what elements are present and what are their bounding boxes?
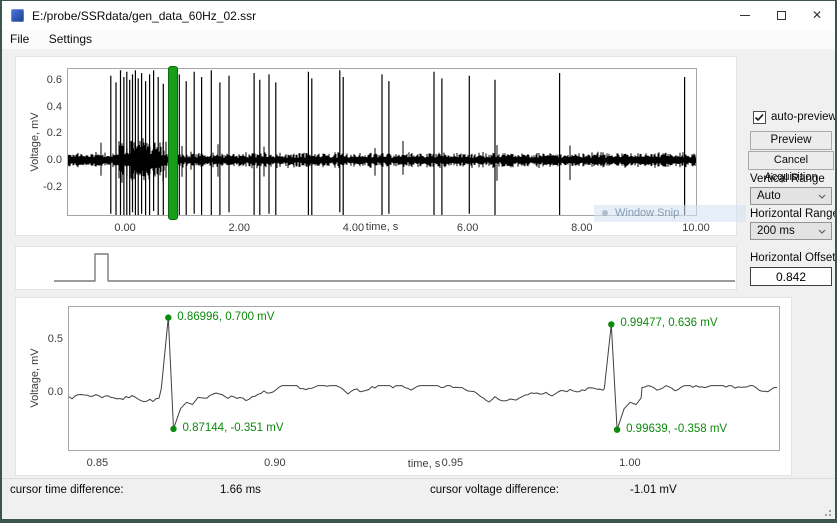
axis-tick-label: 10.00	[676, 222, 716, 235]
axis-tick-label: 0.4	[24, 101, 62, 114]
minimize-button[interactable]	[727, 1, 763, 30]
axis-tick-label: 6.00	[448, 222, 488, 235]
zoom-plot-panel: Voltage, mV time, s 0.850.900.951.000.50…	[15, 297, 792, 476]
axis-tick-label: 0.85	[77, 457, 117, 470]
horizontal-offset-label: Horizontal Offset	[750, 252, 835, 264]
cursor-point-marker[interactable]	[614, 427, 620, 433]
maximize-icon	[777, 11, 786, 20]
horizontal-range-select[interactable]: 200 ms	[750, 222, 832, 240]
resize-grip[interactable]	[821, 506, 832, 517]
axis-tick-label: 2.00	[219, 222, 259, 235]
axis-tick-label: -0.2	[24, 181, 62, 194]
vertical-range-value: Auto	[757, 190, 781, 202]
horizontal-offset-input[interactable]	[750, 267, 832, 286]
axis-tick-label: 8.00	[562, 222, 602, 235]
status-divider	[2, 478, 835, 479]
window-snip-watermark: Window Snip	[594, 205, 746, 222]
snip-dot-icon	[602, 210, 608, 216]
axis-tick-label: 0.95	[432, 457, 472, 470]
axis-tick-label: 0.00	[105, 222, 145, 235]
menu-bar: File Settings	[2, 30, 835, 49]
cursor-point-marker[interactable]	[170, 426, 176, 432]
vertical-range-select[interactable]: Auto	[750, 187, 832, 205]
zoom-trace	[69, 318, 777, 430]
cursor-annotation: 0.86996, 0.700 mV	[177, 310, 274, 325]
axis-tick-label: 0.0	[25, 386, 63, 399]
close-button[interactable]: ✕	[799, 1, 835, 30]
stimulus-waveform	[54, 254, 735, 281]
window-titlebar[interactable]: E:/probe/SSRdata/gen_data_60Hz_02.ssr ✕	[2, 1, 835, 30]
axis-tick-label: 1.00	[610, 457, 650, 470]
axis-tick-label: 0.5	[25, 333, 63, 346]
app-window: E:/probe/SSRdata/gen_data_60Hz_02.ssr ✕ …	[0, 0, 837, 523]
menu-item-file[interactable]: File	[2, 30, 37, 46]
stimulus-plot-panel[interactable]	[15, 246, 737, 290]
cursor-voltage-diff-value: -1.01 mV	[630, 484, 677, 496]
cursor-voltage-diff-label: cursor voltage difference:	[430, 484, 559, 496]
cursor-time-diff-label: cursor time difference:	[10, 484, 124, 496]
axis-tick-label: 0.2	[24, 127, 62, 140]
cursor-time-diff-value: 1.66 ms	[220, 484, 261, 496]
cursor-annotation: 0.99477, 0.636 mV	[620, 316, 717, 331]
axis-tick-label: 0.90	[255, 457, 295, 470]
preview-button[interactable]: Preview	[750, 131, 832, 150]
horizontal-range-value: 200 ms	[757, 225, 795, 237]
time-cursor[interactable]	[168, 66, 178, 220]
chevron-down-icon	[818, 229, 826, 234]
zoom-y-axis-label: Voltage, mV	[29, 348, 41, 407]
horizontal-range-label: Horizontal Range	[750, 208, 837, 220]
app-icon	[11, 9, 24, 22]
cancel-acquisition-button[interactable]: Cancel Acquisition	[748, 151, 834, 170]
vertical-range-label: Vertical Range	[750, 173, 825, 185]
cursor-point-marker[interactable]	[165, 314, 171, 320]
overview-plot[interactable]	[67, 68, 697, 216]
maximize-button[interactable]	[763, 1, 799, 30]
cursor-annotation: 0.99639, -0.358 mV	[626, 422, 727, 437]
minimize-icon	[740, 15, 750, 16]
window-title: E:/probe/SSRdata/gen_data_60Hz_02.ssr	[32, 9, 256, 23]
auto-preview-checkbox[interactable]	[753, 111, 766, 124]
axis-tick-label: 0.0	[24, 154, 62, 167]
menu-item-settings[interactable]: Settings	[41, 30, 100, 46]
check-icon	[754, 112, 765, 123]
auto-preview-label: auto-preview	[771, 111, 837, 123]
cursor-point-marker[interactable]	[608, 321, 614, 327]
close-icon: ✕	[812, 8, 822, 22]
cursor-annotation: 0.87144, -0.351 mV	[183, 421, 284, 436]
axis-tick-label: 4.00	[333, 222, 373, 235]
overview-spike-trace	[111, 70, 685, 215]
chevron-down-icon	[818, 194, 826, 199]
axis-tick-label: 0.6	[24, 74, 62, 87]
